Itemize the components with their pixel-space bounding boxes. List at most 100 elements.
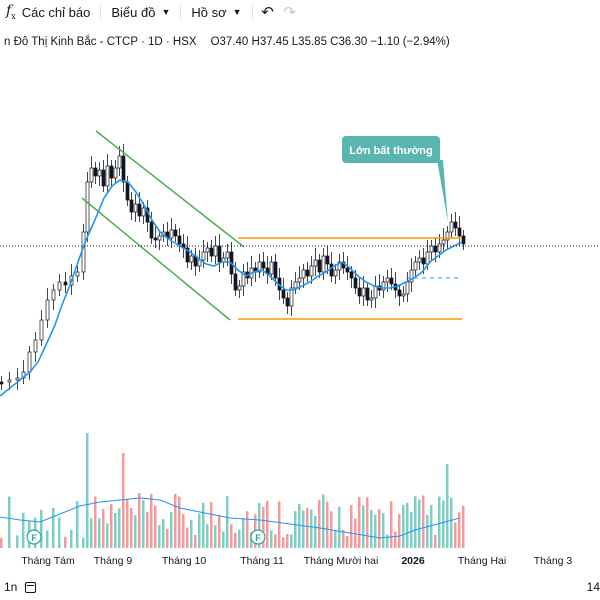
candle-body xyxy=(109,165,114,179)
volume-bar xyxy=(370,509,373,548)
volume-bar xyxy=(414,496,417,548)
toolbar-divider xyxy=(251,4,253,20)
volume-bar xyxy=(170,512,173,548)
candle-body xyxy=(233,273,238,291)
candle-body xyxy=(309,265,314,277)
candle-body xyxy=(369,297,374,301)
candle-body xyxy=(117,155,122,169)
candle-body xyxy=(381,281,386,291)
volume-bar xyxy=(302,510,305,548)
toolbar-divider xyxy=(180,4,182,20)
top-toolbar: fx Các chỉ báo Biểu đồ ▼ Hồ sơ ▼ ↶ ↷ xyxy=(0,0,600,24)
candle-body xyxy=(101,169,106,187)
bottom-toolbar: 1n xyxy=(4,580,37,594)
svg-text:F: F xyxy=(31,533,37,543)
volume-bar xyxy=(462,505,465,548)
profile-menu-button[interactable]: Hồ sơ ▼ xyxy=(185,1,247,23)
volume-bar xyxy=(442,500,445,548)
calendar-icon[interactable] xyxy=(25,581,37,593)
candle-body xyxy=(105,165,110,187)
candle-body xyxy=(345,267,350,273)
candle-body xyxy=(285,297,290,307)
volume-bars xyxy=(0,433,465,548)
candlesticks xyxy=(0,144,466,390)
volume-bar xyxy=(394,531,397,548)
volume-bar xyxy=(114,512,117,548)
candle-body xyxy=(357,287,362,297)
indicators-button[interactable]: fx Các chỉ báo xyxy=(0,1,96,23)
volume-bar xyxy=(342,529,345,548)
volume-bar xyxy=(186,527,189,548)
candle-body xyxy=(225,251,230,259)
candle-body xyxy=(281,289,286,299)
volume-bar xyxy=(246,511,249,548)
financial-event-marker[interactable]: F xyxy=(250,529,266,545)
candle-body xyxy=(15,377,20,381)
volume-bar xyxy=(266,500,269,548)
volume-bar xyxy=(318,500,321,548)
candle-body xyxy=(289,287,294,307)
redo-icon: ↷ xyxy=(283,4,296,21)
volume-bar xyxy=(438,496,441,548)
volume-bar xyxy=(182,514,185,548)
volume-bar xyxy=(16,535,19,548)
volume-bar xyxy=(454,522,457,548)
volume-bar xyxy=(242,517,245,548)
volume-bar xyxy=(126,499,129,548)
candle-body xyxy=(433,245,438,253)
bottom-right-text: 14 xyxy=(586,580,600,594)
candle-body xyxy=(449,221,454,233)
volume-bar xyxy=(422,495,425,548)
volume-bar xyxy=(278,501,281,548)
redo-button[interactable]: ↷ xyxy=(279,1,301,23)
candle-body xyxy=(157,235,162,241)
candle-body xyxy=(441,239,446,245)
candle-body xyxy=(409,269,414,283)
volume-bar xyxy=(94,496,97,548)
financial-event-marker[interactable]: F xyxy=(26,529,42,545)
time-axis[interactable]: Tháng Tám Tháng 9 Tháng 10 Tháng 11 Thán… xyxy=(21,555,572,567)
candle-body xyxy=(257,261,262,273)
chart-menu-button[interactable]: Biểu đồ ▼ xyxy=(105,1,176,23)
volume-bar xyxy=(322,494,325,548)
chevron-down-icon: ▼ xyxy=(232,7,242,17)
volume-bar xyxy=(290,534,293,548)
undo-button[interactable]: ↶ xyxy=(257,1,279,23)
volume-bar xyxy=(22,512,25,548)
candle-body xyxy=(169,229,174,239)
volume-bar xyxy=(238,529,241,548)
candle-body xyxy=(385,277,390,283)
x-tick-label: 2026 xyxy=(401,555,425,567)
svg-text:F: F xyxy=(255,533,261,543)
unusual-volume-callout[interactable]: Lớn bất thường xyxy=(342,136,448,222)
volume-bar xyxy=(274,534,277,548)
volume-bar xyxy=(386,534,389,548)
candle-body xyxy=(75,271,80,277)
chart-menu-label: Biểu đồ xyxy=(111,4,156,20)
function-icon: fx xyxy=(6,3,16,21)
volume-bar xyxy=(202,502,205,548)
symbol-title[interactable]: n Đô Thị Kinh Bắc - CTCP · 1D · HSX xyxy=(0,36,201,48)
candle-body xyxy=(401,293,406,297)
candle-body xyxy=(329,263,334,277)
volume-bar xyxy=(134,515,137,548)
candle-body xyxy=(137,203,142,217)
candle-body xyxy=(321,255,326,273)
volume-bar xyxy=(350,504,353,548)
moving-average-line xyxy=(0,179,463,397)
volume-bar xyxy=(86,433,89,548)
x-tick-label: Tháng Hai xyxy=(458,555,506,567)
candle-body xyxy=(425,251,430,265)
volume-bar xyxy=(374,514,377,548)
volume-bar xyxy=(270,530,273,548)
volume-bar xyxy=(190,519,193,548)
callout-label: Lớn bất thường xyxy=(349,145,432,157)
candle-body xyxy=(305,269,310,277)
interval-button[interactable]: 1n xyxy=(4,580,18,594)
volume-bar xyxy=(198,513,201,548)
volume-bar xyxy=(310,509,313,548)
volume-bar xyxy=(158,525,161,548)
candle-body xyxy=(241,271,246,287)
candle-body xyxy=(317,259,322,273)
